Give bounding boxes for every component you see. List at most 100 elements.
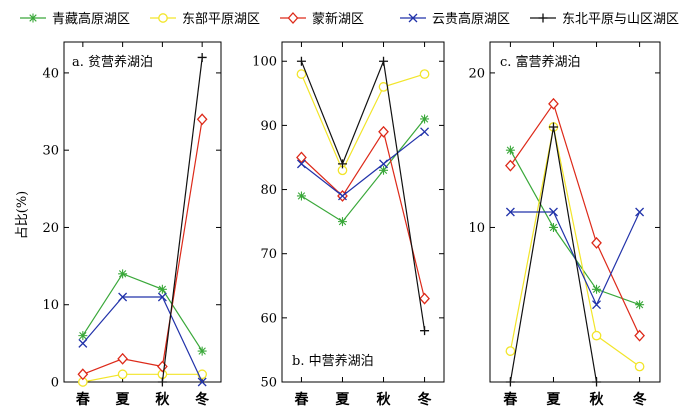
data-point	[634, 361, 645, 372]
legend-marker	[408, 13, 418, 23]
y-axis-label: 占比(%)	[15, 191, 30, 240]
y-tick-label: 90	[260, 119, 277, 134]
legend-item: 青藏高原湖区	[20, 11, 130, 27]
panel-title: c. 富营养湖泊	[500, 54, 581, 70]
data-point	[549, 207, 558, 217]
data-point	[157, 292, 167, 302]
data-point	[505, 207, 515, 217]
plot-frame	[63, 41, 222, 383]
data-point	[118, 269, 128, 279]
data-point	[337, 217, 347, 227]
series-line	[300, 58, 426, 331]
data-point	[635, 300, 645, 310]
legend-item: 东部平原湖区	[150, 12, 260, 27]
series-line	[82, 119, 203, 375]
legend-item: 云贵高原湖区	[400, 11, 510, 27]
data-point	[337, 159, 347, 169]
y-tick-label: 10	[468, 221, 485, 236]
data-point	[505, 346, 516, 356]
panel-b: 50 60 70 80 90 100 春 夏 秋 冬 b. 中营养湖泊	[252, 41, 445, 408]
series	[78, 269, 207, 356]
plot-frame	[281, 41, 445, 383]
series	[505, 207, 645, 310]
data-point	[77, 368, 89, 381]
legend-label: 云贵高原湖区	[432, 11, 510, 27]
x-tick-label: 夏	[335, 391, 350, 408]
x-tick-label: 春	[75, 391, 91, 408]
x-tick-label: 冬	[633, 391, 647, 408]
x-tick-label: 秋	[377, 391, 392, 408]
series-line	[82, 296, 203, 383]
plot-frame	[489, 41, 661, 383]
data-point	[296, 191, 306, 201]
data-point	[505, 159, 516, 172]
x-tick-label: 夏	[546, 391, 561, 408]
panel-a: 0 10 20 30 40 春 夏 秋 冬 a. 贫营养湖泊	[42, 41, 222, 408]
data-point	[197, 377, 207, 387]
panel-title: b. 中营养湖泊	[292, 353, 374, 369]
data-point	[505, 145, 515, 155]
data-point	[296, 151, 307, 164]
legend-marker	[158, 13, 168, 23]
x-tick-label: 秋	[590, 391, 605, 408]
x-tick-label: 春	[293, 391, 309, 408]
series	[77, 369, 208, 387]
data-point	[378, 125, 389, 138]
series	[296, 56, 430, 336]
legend-label: 蒙新湖区	[312, 11, 364, 27]
series	[505, 97, 645, 342]
y-tick-label: 20	[42, 221, 59, 236]
x-tick-label: 夏	[116, 391, 131, 408]
data-point	[117, 369, 128, 380]
series	[77, 113, 208, 381]
series-line	[509, 126, 598, 383]
data-point	[420, 127, 430, 137]
data-point	[635, 207, 645, 217]
legend-label: 青藏高原湖区	[52, 11, 130, 27]
series	[78, 292, 207, 387]
y-tick-label: 70	[260, 247, 277, 262]
data-point	[592, 300, 601, 310]
data-point	[591, 330, 602, 341]
data-point	[338, 191, 347, 201]
panel-c: 10 20 春 夏 秋 冬 c. 富营养湖泊	[468, 41, 661, 408]
series-line	[301, 118, 426, 223]
y-tick-label: 30	[42, 144, 59, 159]
panel-title: a. 贫营养湖泊	[72, 54, 153, 70]
data-point	[505, 377, 515, 387]
x-tick-label: 冬	[418, 391, 432, 408]
data-point	[118, 292, 128, 302]
data-point	[157, 360, 168, 373]
series	[296, 114, 430, 227]
legend-label: 东北平原与山区湖区	[562, 12, 679, 27]
data-point	[592, 377, 602, 387]
data-point	[420, 114, 430, 124]
series	[505, 122, 602, 387]
y-tick-label: 80	[260, 183, 277, 198]
data-point	[78, 338, 88, 348]
series	[296, 69, 430, 176]
y-tick-label: 60	[260, 311, 277, 326]
x-tick-label: 冬	[195, 391, 209, 408]
x-tick-label: 春	[502, 391, 518, 408]
data-point	[548, 97, 559, 110]
y-tick-label: 10	[42, 298, 59, 313]
data-point	[420, 326, 430, 336]
series-line	[510, 211, 641, 307]
series-line	[301, 131, 425, 197]
series	[157, 52, 207, 387]
data-point	[296, 69, 307, 79]
data-point	[379, 56, 389, 66]
series	[296, 127, 430, 201]
series-line	[300, 130, 426, 299]
data-point	[157, 377, 167, 387]
data-point	[157, 284, 167, 294]
data-point	[117, 352, 128, 365]
data-point	[78, 331, 88, 341]
series-line	[82, 273, 203, 352]
series-line	[509, 126, 640, 367]
legend-marker	[287, 12, 299, 24]
x-tick-label: 秋	[155, 391, 170, 408]
y-tick-label: 0	[51, 376, 59, 391]
